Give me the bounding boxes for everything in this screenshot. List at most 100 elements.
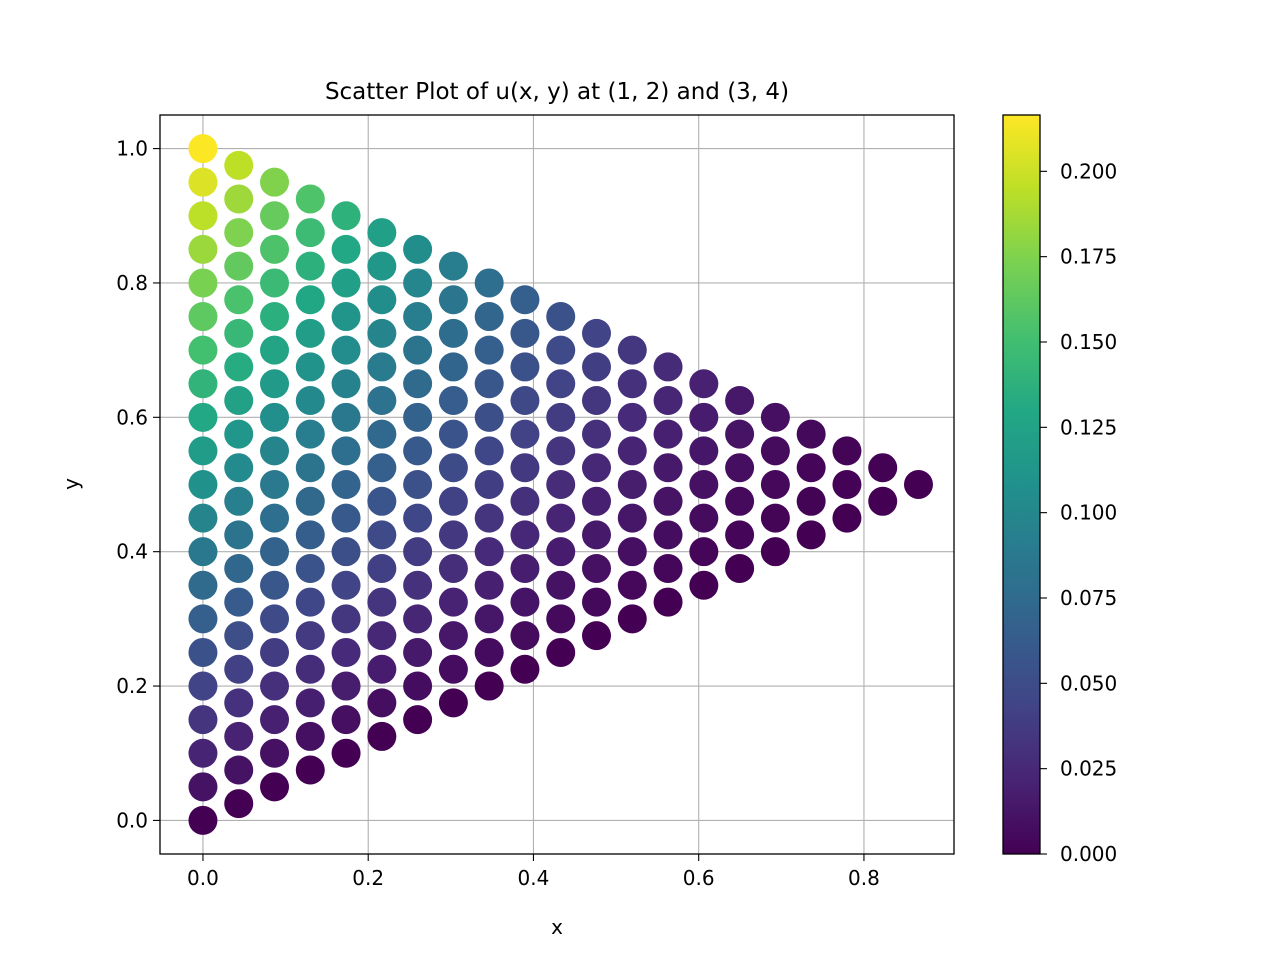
scatter-point (295, 587, 325, 617)
scatter-point (188, 201, 218, 231)
scatter-point (474, 671, 504, 701)
scatter-point (653, 453, 683, 483)
scatter-point (295, 386, 325, 416)
scatter-point (260, 503, 290, 533)
scatter-point (295, 318, 325, 348)
plot-frame (159, 114, 955, 855)
scatter-point (260, 167, 290, 197)
scatter-point (510, 419, 540, 449)
scatter-point (331, 503, 361, 533)
scatter-point (510, 520, 540, 550)
scatter-point (725, 453, 755, 483)
scatter-point (474, 604, 504, 634)
scatter-point (903, 470, 933, 499)
scatter-point (653, 386, 683, 416)
scatter-point (438, 318, 468, 348)
scatter-point (224, 285, 254, 315)
scatter-point (582, 352, 611, 382)
scatter-point (188, 470, 218, 499)
scatter-point (188, 167, 218, 197)
scatter-point (188, 234, 218, 264)
y-axis-label: y (59, 478, 83, 490)
scatter-point (546, 402, 576, 432)
scatter-point (546, 302, 576, 332)
scatter-point (510, 386, 540, 416)
scatter-point (260, 738, 290, 768)
scatter-point (260, 402, 290, 432)
scatter-point (474, 537, 504, 567)
scatter-point (188, 268, 218, 298)
scatter-point (582, 318, 611, 348)
scatter-point (188, 436, 218, 466)
scatter-point (653, 486, 683, 516)
scatter-point (438, 352, 468, 382)
scatter-point (260, 234, 290, 264)
scatter-point (224, 789, 254, 819)
scatter-point (868, 486, 898, 516)
scatter-point (295, 621, 325, 651)
scatter-point (438, 553, 468, 583)
scatter-point (582, 520, 611, 550)
scatter-point (582, 587, 611, 617)
scatter-point (367, 553, 397, 583)
scatter-point (260, 436, 290, 466)
scatter-point (367, 386, 397, 416)
scatter-point (403, 604, 433, 634)
scatter-point (403, 369, 433, 399)
scatter-point (653, 587, 683, 617)
scatter-point (510, 285, 540, 315)
scatter-point (331, 604, 361, 634)
scatter-point (546, 335, 576, 365)
scatter-point (295, 553, 325, 583)
scatter-point (796, 520, 826, 550)
scatter-point (331, 570, 361, 600)
x-axis-label: x (551, 915, 563, 939)
scatter-point (689, 570, 719, 600)
scatter-point (474, 470, 504, 499)
scatter-point (295, 453, 325, 483)
scatter-point (510, 318, 540, 348)
scatter-point (367, 318, 397, 348)
scatter-point (546, 436, 576, 466)
scatter-point (295, 755, 325, 785)
scatter-point (260, 369, 290, 399)
scatter-point (224, 318, 254, 348)
scatter-point (617, 470, 647, 499)
colorbar-tick-label: 0.050 (1060, 671, 1117, 695)
scatter-point (260, 268, 290, 298)
x-tick-label: 0.8 (848, 866, 880, 890)
scatter-point (689, 537, 719, 567)
colorbar-tick-label: 0.200 (1060, 159, 1117, 183)
colorbar-tick-label: 0.025 (1060, 757, 1117, 781)
scatter-point (546, 537, 576, 567)
x-tick-label: 0.6 (683, 866, 715, 890)
scatter-point (689, 470, 719, 499)
scatter-point (403, 268, 433, 298)
scatter-point (295, 251, 325, 281)
scatter-point (510, 486, 540, 516)
scatter-point (582, 486, 611, 516)
scatter-point (403, 470, 433, 499)
scatter-point (188, 637, 218, 667)
scatter-point (474, 268, 504, 298)
scatter-point (188, 537, 218, 567)
scatter-point (832, 436, 862, 466)
scatter-point (438, 419, 468, 449)
y-axis-ticks: 0.0 0.2 0.4 0.6 0.8 1.0 (116, 137, 160, 832)
scatter-point (367, 520, 397, 550)
scatter-point (331, 671, 361, 701)
scatter-point (224, 184, 254, 214)
scatter-point (510, 352, 540, 382)
scatter-point (403, 503, 433, 533)
scatter-point (760, 436, 790, 466)
scatter-point (367, 587, 397, 617)
scatter-point (474, 503, 504, 533)
scatter-point (438, 654, 468, 684)
scatter-point (331, 436, 361, 466)
y-tick-label: 0.4 (116, 540, 148, 564)
scatter-point (403, 570, 433, 600)
scatter-point (403, 671, 433, 701)
scatter-point (438, 486, 468, 516)
scatter-point (331, 302, 361, 332)
scatter-point (260, 604, 290, 634)
